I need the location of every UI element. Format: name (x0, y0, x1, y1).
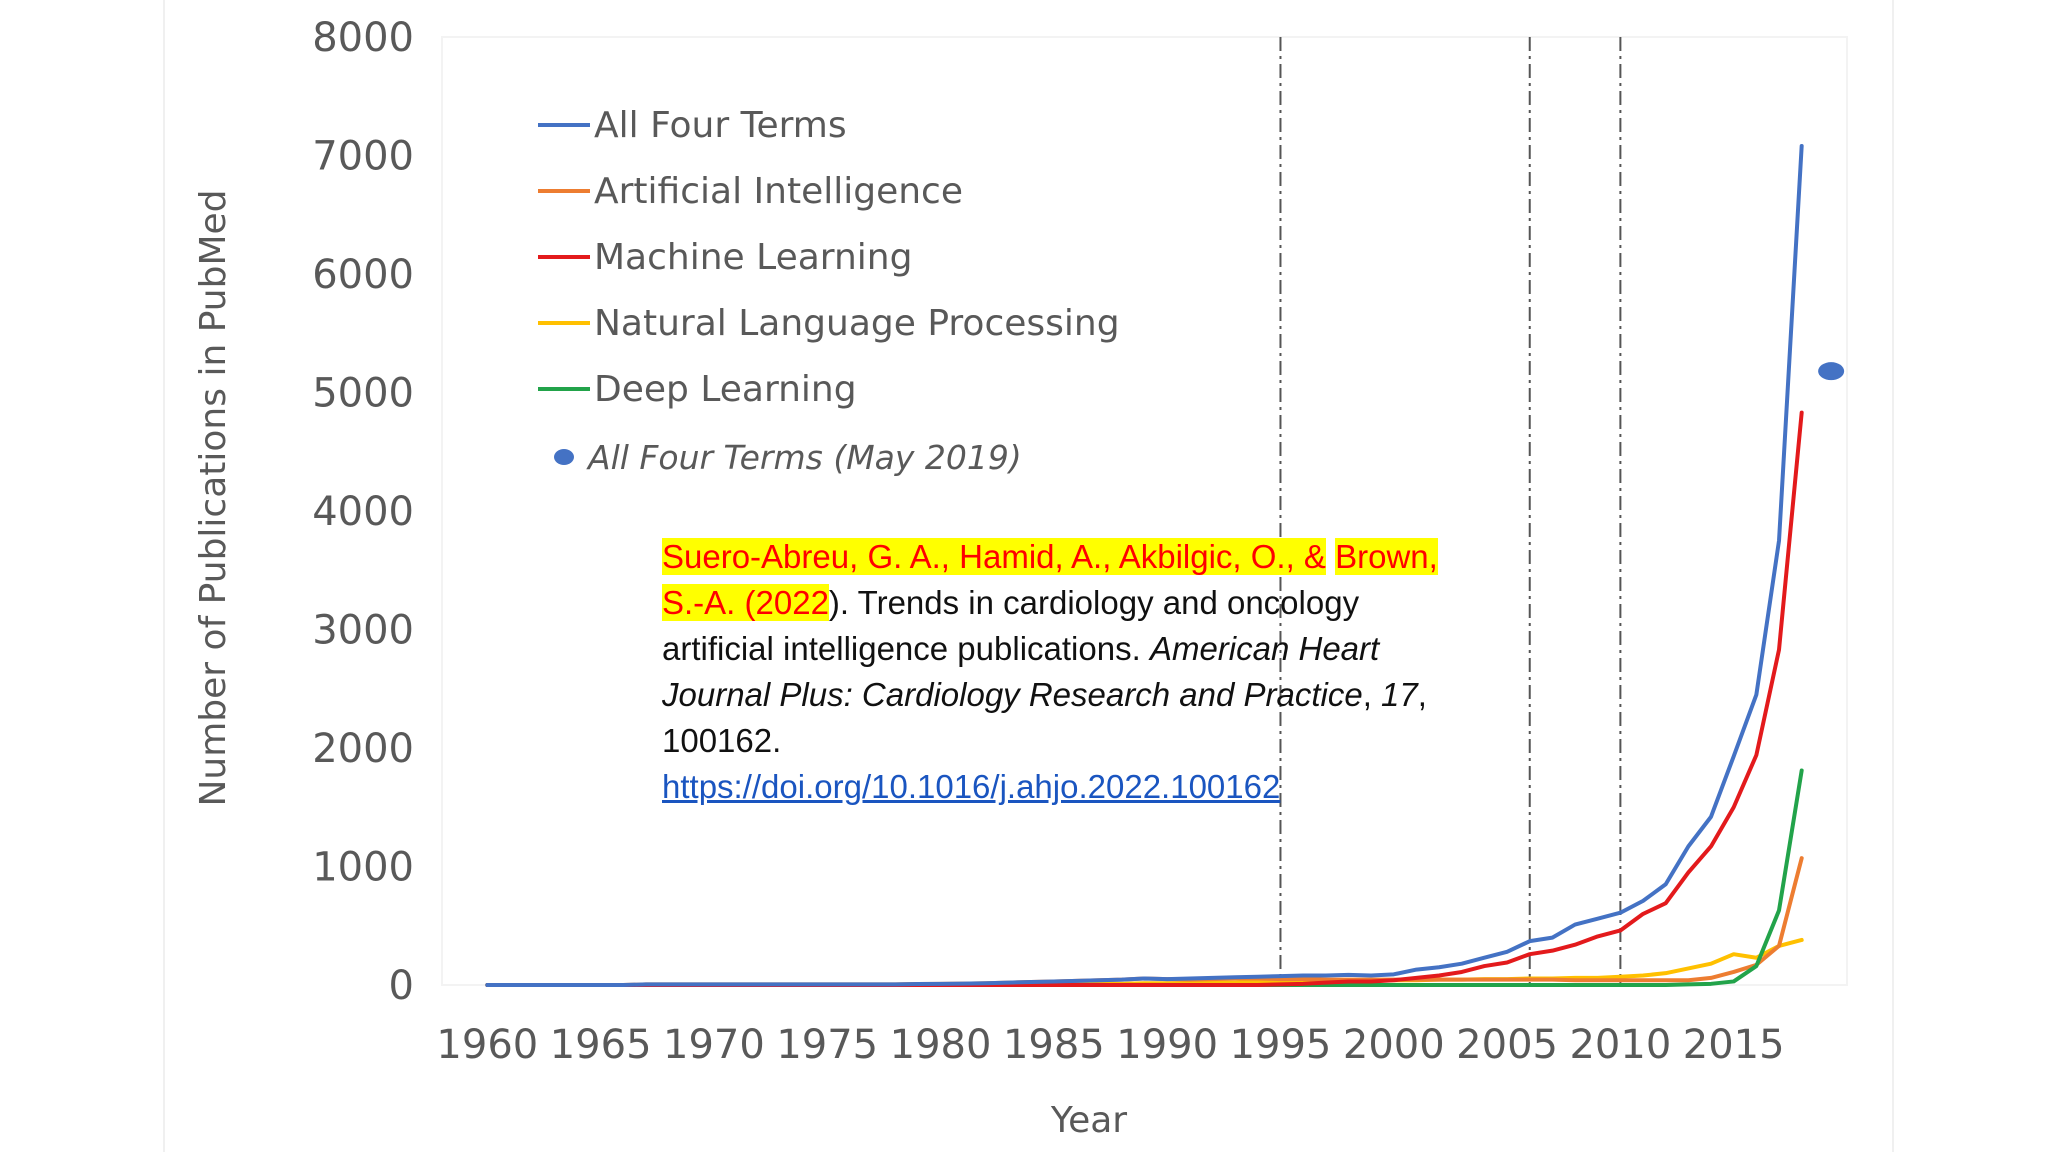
citation-block: Suero-Abreu, G. A., Hamid, A., Akbilgic,… (662, 534, 1442, 810)
legend-label: All Four Terms (May 2019) (586, 438, 1022, 477)
y-axis-ticks: 0 1000 2000 3000 4000 5000 6000 7000 8000 (312, 15, 414, 1009)
citation-volume: 17 (1381, 676, 1418, 713)
x-tick-label: 1995 (1230, 1022, 1332, 1068)
point-marks (1818, 362, 1845, 381)
x-tick-label: 2015 (1683, 1022, 1785, 1068)
y-axis-title: Number of Publications in PubMed (193, 189, 234, 806)
plot-area (441, 36, 1848, 986)
x-tick-label: 1965 (550, 1022, 652, 1068)
point-all-four-terms-may-2019 (1818, 362, 1845, 381)
y-tick-label: 3000 (312, 608, 414, 654)
citation-article-number: 100162. (662, 722, 782, 759)
citation-comma-1: , (1362, 676, 1382, 713)
series-lines (485, 144, 1804, 987)
citation-doi-link[interactable]: https://doi.org/10.1016/j.ahjo.2022.1001… (662, 768, 1281, 805)
y-tick-label: 1000 (312, 845, 414, 891)
citation-title: ). Trends in cardiology and oncology art… (662, 584, 1360, 667)
x-tick-label: 2005 (1456, 1022, 1558, 1068)
x-tick-label: 1975 (776, 1022, 878, 1068)
legend-label: Deep Learning (594, 369, 857, 410)
x-tick-label: 2010 (1569, 1022, 1671, 1068)
x-tick-label: 1985 (1003, 1022, 1105, 1068)
citation-authors-highlight: Suero-Abreu, G. A., Hamid, A., Akbilgic,… (662, 538, 1326, 575)
x-tick-label: 1980 (890, 1022, 992, 1068)
legend-label: Machine Learning (594, 237, 912, 278)
legend-label: All Four Terms (594, 105, 847, 146)
citation-journal: American Heart Journal Plus: Cardiology … (662, 630, 1380, 713)
x-tick-label: 1970 (663, 1022, 765, 1068)
y-tick-label: 6000 (312, 252, 414, 298)
x-axis-title: Year (1050, 1100, 1127, 1141)
legend: All Four Terms Artificial Intelligence Mac… (538, 105, 1120, 477)
y-tick-label: 7000 (312, 134, 414, 180)
vertical-reference-lines (1279, 37, 1622, 985)
legend-label: Artificial Intelligence (594, 171, 963, 212)
y-tick-label: 0 (389, 963, 414, 1009)
legend-point-swatch (554, 449, 574, 465)
y-tick-label: 2000 (312, 726, 414, 772)
series-line-all-four-terms (485, 144, 1804, 987)
y-tick-label: 5000 (312, 371, 414, 417)
x-tick-label: 2000 (1343, 1022, 1445, 1068)
legend-label: Natural Language Processing (594, 303, 1120, 344)
chart-card: 0 1000 2000 3000 4000 5000 6000 7000 8000 1960 19… (163, 0, 1894, 1152)
x-tick-label: 1960 (436, 1022, 538, 1068)
citation-comma-2: , (1417, 676, 1427, 713)
x-axis-ticks: 1960 1965 1970 1975 1980 1985 1990 1995 2000 2005… (436, 1022, 1784, 1068)
y-tick-label: 4000 (312, 489, 414, 535)
y-tick-label: 8000 (312, 15, 414, 61)
x-tick-label: 1990 (1116, 1022, 1218, 1068)
